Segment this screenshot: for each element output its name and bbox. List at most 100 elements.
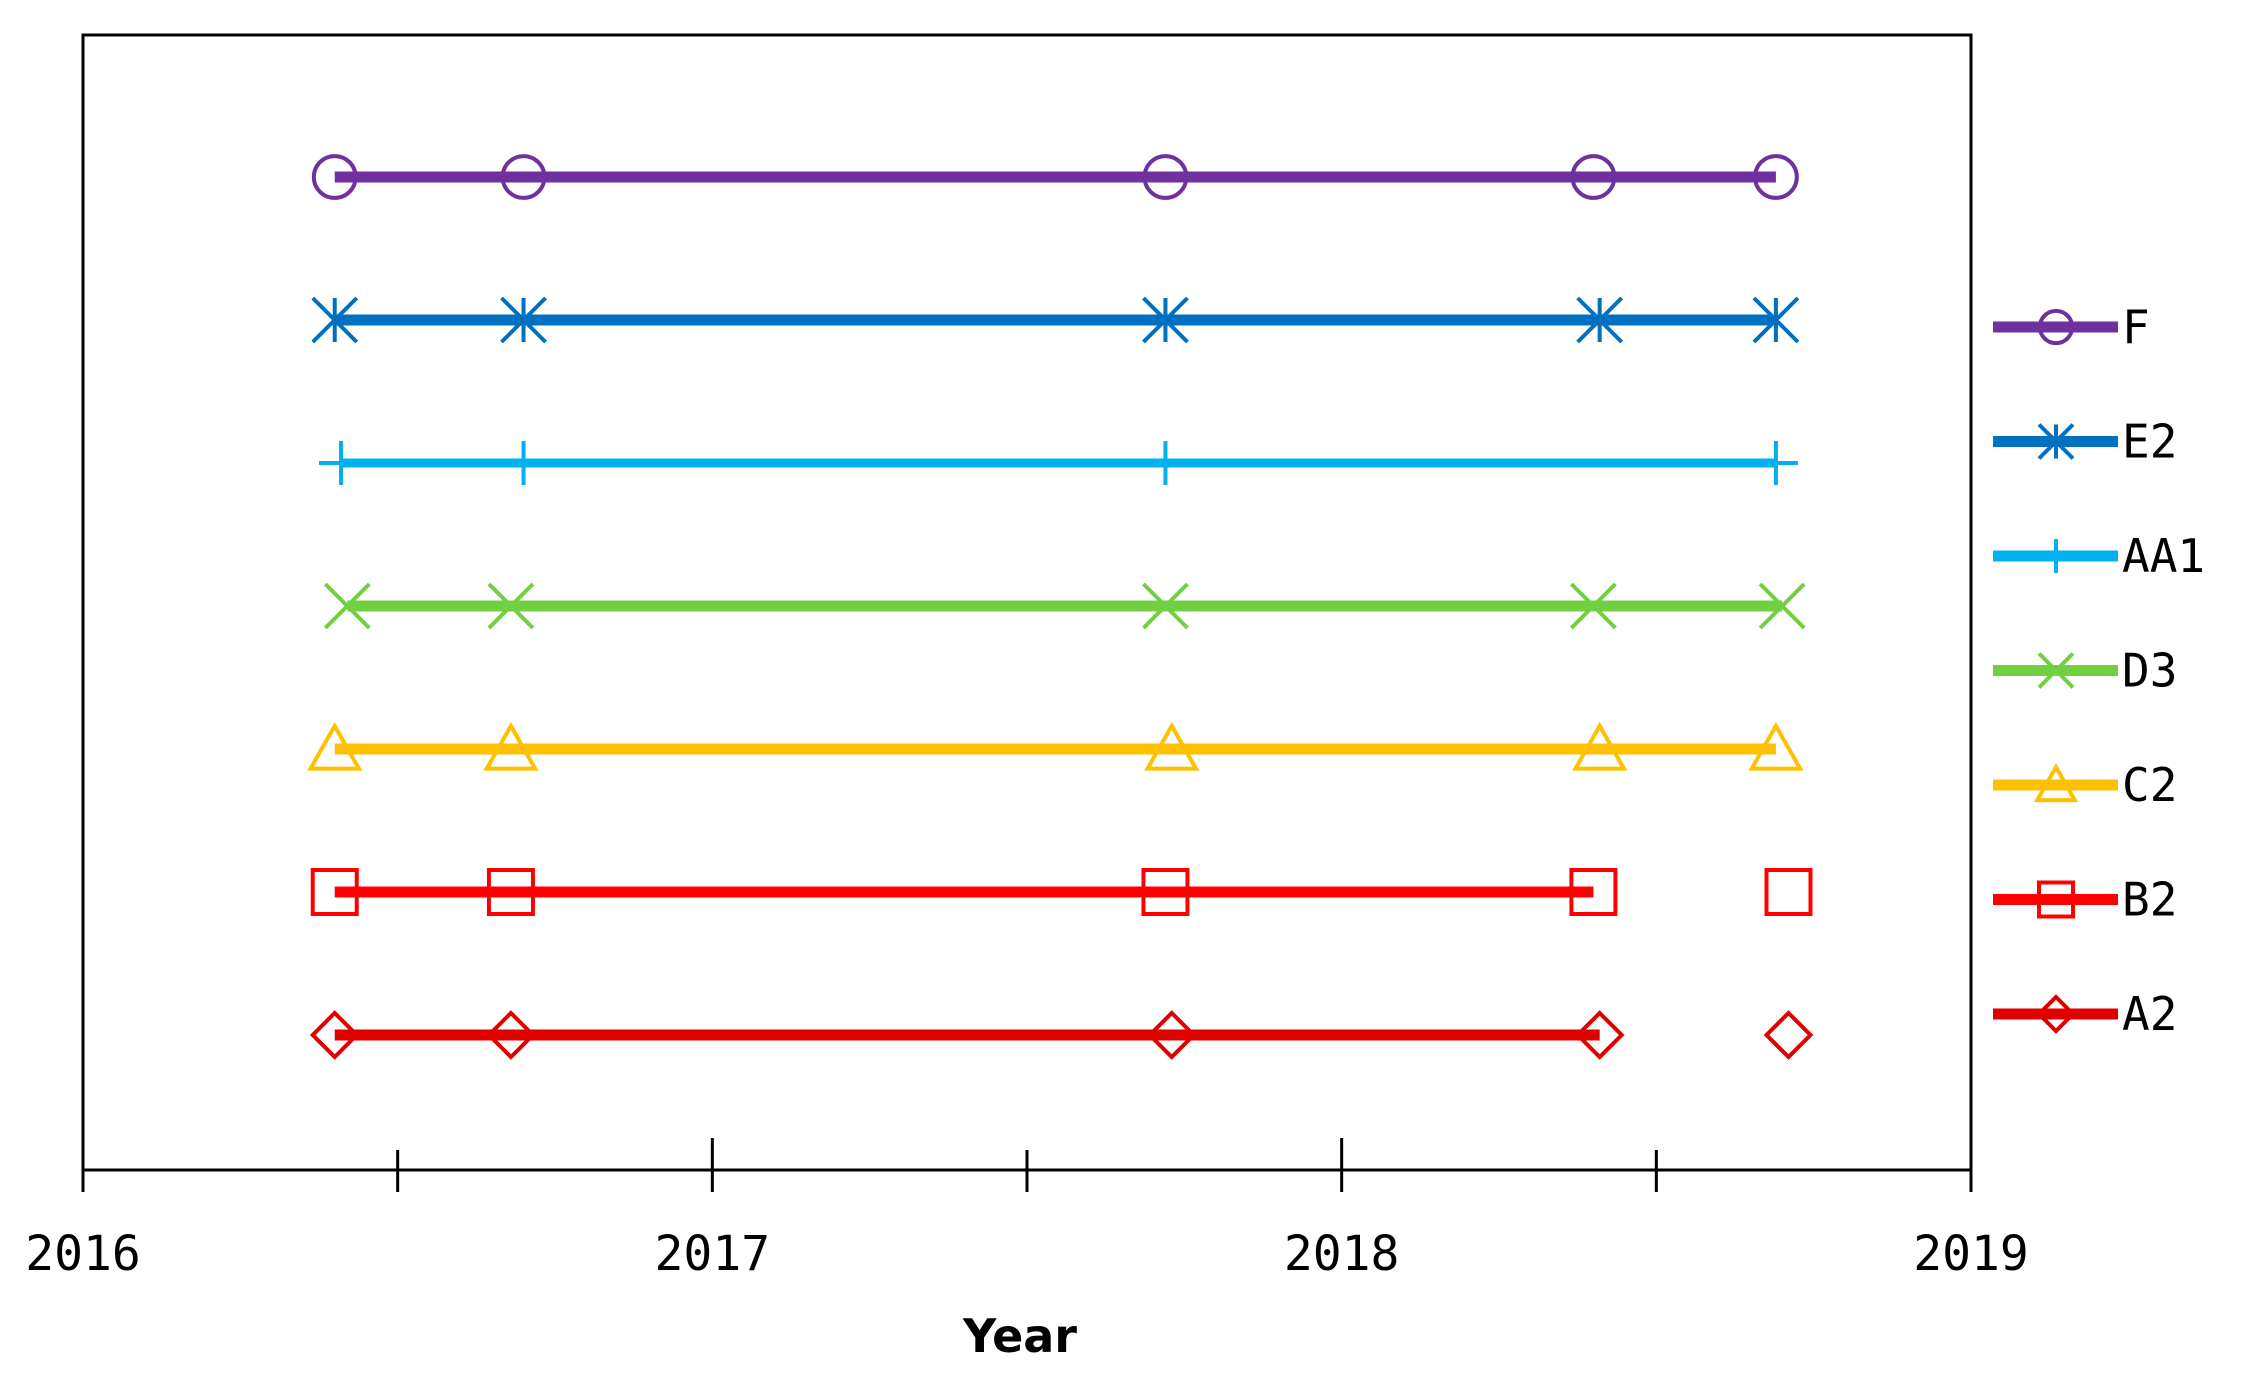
data-point (1569, 868, 1618, 916)
data-point (486, 1010, 536, 1060)
asterisk-shape (1576, 296, 1624, 344)
legend-marker (2037, 880, 2075, 919)
data-point (487, 582, 535, 630)
data-point (1570, 154, 1617, 200)
legend-item-f: F (1993, 300, 2150, 354)
legend-label: F (2122, 300, 2150, 354)
square-shape (1764, 868, 1813, 916)
square-shape (1141, 868, 1190, 916)
plus-shape (319, 441, 364, 485)
diamond-shape (1574, 1010, 1625, 1060)
legend-label: B2 (2122, 873, 2177, 927)
legend-item-d3: D3 (1993, 644, 2177, 698)
data-point (1569, 582, 1617, 630)
circle-shape (500, 154, 547, 200)
circle-shape (1570, 154, 1617, 200)
diamond-shape (2036, 994, 2076, 1034)
legend-marker (2033, 763, 2079, 803)
series-a2 (309, 1010, 1814, 1060)
data-point (1142, 582, 1189, 630)
triangle-shape (1572, 721, 1628, 771)
series-f (311, 154, 1799, 200)
data-point (1141, 868, 1190, 916)
data-point (307, 721, 363, 771)
circle-shape (2037, 308, 2075, 346)
data-point (486, 868, 535, 916)
asterisk-shape (2037, 423, 2075, 460)
cross-shape (2037, 652, 2075, 689)
cross-shape (1569, 582, 1617, 630)
data-point (1142, 154, 1189, 200)
triangle-shape (307, 721, 363, 771)
triangle-shape (2033, 763, 2079, 803)
series-e2 (311, 296, 1800, 344)
legend-label: AA1 (2122, 529, 2205, 583)
series-layer (307, 154, 1814, 1060)
circle-shape (311, 154, 358, 200)
legend-label: E2 (2122, 415, 2177, 469)
x-tick-label: 2016 (25, 1226, 141, 1282)
diamond-shape (486, 1010, 536, 1060)
circle-shape (1142, 154, 1189, 200)
legend-marker (2037, 423, 2075, 460)
data-point (323, 582, 371, 630)
asterisk-shape (1752, 296, 1800, 344)
cross-shape (1758, 582, 1806, 630)
data-point (1753, 441, 1798, 485)
legend-item-c2: C2 (1993, 758, 2177, 812)
legend-item-e2: E2 (1993, 415, 2177, 469)
data-point (311, 154, 358, 200)
data-point (309, 1010, 360, 1060)
data-point-unconnected (1763, 1010, 1814, 1060)
triangle-shape (1144, 721, 1200, 771)
legend-item-aa1: AA1 (1993, 529, 2205, 583)
data-point (1144, 721, 1200, 771)
asterisk-shape (1142, 296, 1189, 344)
data-point-unconnected (1764, 868, 1813, 916)
series-d3 (323, 582, 1806, 630)
square-shape (486, 868, 535, 916)
triangle-shape (483, 721, 539, 771)
triangle-shape (1748, 721, 1804, 771)
legend-item-b2: B2 (1993, 873, 2177, 927)
x-axis-title: Year (962, 1309, 1077, 1363)
legend-item-a2: A2 (1993, 987, 2177, 1041)
data-point (483, 721, 539, 771)
cross-shape (323, 582, 371, 630)
diamond-shape (1763, 1010, 1814, 1060)
data-point (319, 441, 364, 485)
diamond-shape (1146, 1010, 1197, 1060)
legend-marker (2036, 994, 2076, 1034)
legend-marker (2037, 308, 2075, 346)
data-point (1574, 1010, 1625, 1060)
legend-marker (2037, 652, 2075, 689)
series-c2 (307, 721, 1804, 771)
legend-label: C2 (2122, 758, 2177, 812)
plus-shape (1753, 441, 1798, 485)
legend-label: D3 (2122, 644, 2177, 698)
data-point (1752, 296, 1800, 344)
plus-shape (2039, 539, 2073, 573)
plus-shape (1143, 441, 1188, 485)
square-shape (310, 868, 359, 916)
x-tick-label: 2019 (1913, 1226, 2029, 1282)
asterisk-shape (500, 296, 547, 344)
data-point (1146, 1010, 1197, 1060)
data-point (1576, 296, 1624, 344)
legend: F E2 AA1 D3 C2 B2 A2 (1993, 300, 2205, 1041)
data-point (1143, 441, 1188, 485)
x-axis: 2016 2017 2018 2019 (25, 1138, 2029, 1282)
data-point (501, 441, 546, 485)
legend-label: A2 (2122, 987, 2177, 1041)
data-point (500, 154, 547, 200)
plus-shape (501, 441, 546, 485)
data-point (311, 296, 359, 344)
data-point (1758, 582, 1806, 630)
cross-shape (1142, 582, 1189, 630)
diamond-shape (309, 1010, 360, 1060)
data-point (1572, 721, 1628, 771)
x-tick-label: 2018 (1284, 1226, 1400, 1282)
data-point (1753, 154, 1799, 200)
square-shape (2037, 880, 2075, 919)
